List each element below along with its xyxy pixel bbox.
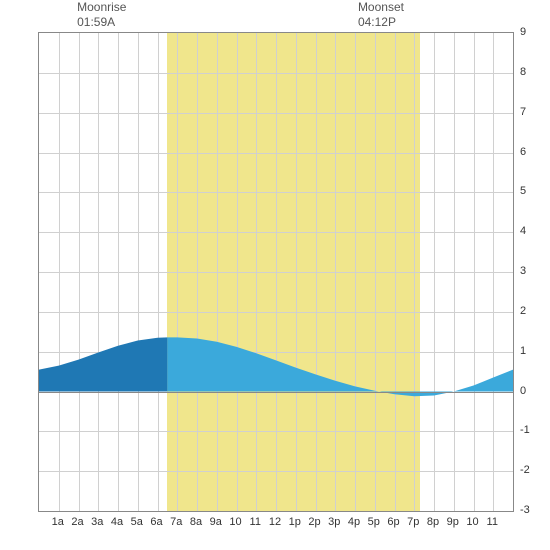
x-tick-label: 12	[269, 516, 281, 528]
x-tick-label: 6p	[387, 516, 399, 528]
grid-v	[217, 33, 218, 511]
y-tick-label: -2	[520, 464, 530, 476]
grid-v	[256, 33, 257, 511]
grid-v	[197, 33, 198, 511]
moonset-time: 04:12P	[358, 15, 396, 29]
x-tick-label: 1a	[52, 516, 64, 528]
y-tick-label: 7	[520, 106, 526, 118]
moonrise-time: 01:59A	[77, 15, 115, 29]
y-tick-label: -3	[520, 504, 530, 516]
moonrise-title: Moonrise	[77, 0, 126, 14]
grid-v	[98, 33, 99, 511]
x-tick-label: 9a	[210, 516, 222, 528]
x-tick-label: 10	[466, 516, 478, 528]
grid-v	[474, 33, 475, 511]
grid-v	[276, 33, 277, 511]
y-tick-label: 8	[520, 66, 526, 78]
grid-v	[316, 33, 317, 511]
grid-v	[59, 33, 60, 511]
y-tick-label: 1	[520, 345, 526, 357]
x-tick-label: 7a	[170, 516, 182, 528]
grid-v	[375, 33, 376, 511]
grid-v	[158, 33, 159, 511]
grid-v	[355, 33, 356, 511]
x-tick-label: 2a	[71, 516, 83, 528]
x-tick-label: 5a	[131, 516, 143, 528]
x-tick-label: 2p	[308, 516, 320, 528]
y-tick-label: 5	[520, 185, 526, 197]
y-tick-label: 4	[520, 225, 526, 237]
y-tick-label: -1	[520, 424, 530, 436]
x-tick-label: 11	[250, 516, 261, 528]
grid-v	[296, 33, 297, 511]
x-tick-label: 6a	[150, 516, 162, 528]
grid-v	[335, 33, 336, 511]
grid-v	[118, 33, 119, 511]
tide-moon-chart: Moonrise 01:59A Moonset 04:12P 1a 2a 3a 4a 5…	[0, 0, 550, 550]
grid-v	[434, 33, 435, 511]
x-tick-label: 4a	[111, 516, 123, 528]
y-tick-label: 6	[520, 146, 526, 158]
x-tick-label: 11	[487, 516, 498, 528]
grid-v	[493, 33, 494, 511]
grid-v	[177, 33, 178, 511]
x-tick-label: 8a	[190, 516, 202, 528]
moonset-title: Moonset	[358, 0, 404, 14]
grid-v	[237, 33, 238, 511]
x-tick-label: 8p	[427, 516, 439, 528]
x-tick-label: 1p	[289, 516, 301, 528]
grid-v	[138, 33, 139, 511]
grid-v	[414, 33, 415, 511]
plot-area	[38, 32, 514, 512]
moonset-label: Moonset 04:12P	[358, 0, 404, 30]
grid-v	[395, 33, 396, 511]
x-tick-label: 3a	[91, 516, 103, 528]
x-tick-label: 5p	[368, 516, 380, 528]
y-tick-label: 3	[520, 265, 526, 277]
x-tick-label: 7p	[407, 516, 419, 528]
x-tick-label: 4p	[348, 516, 360, 528]
y-tick-label: 2	[520, 305, 526, 317]
y-tick-label: 9	[520, 26, 526, 38]
x-tick-label: 10	[229, 516, 241, 528]
grid-v	[454, 33, 455, 511]
grid-v	[79, 33, 80, 511]
moonrise-label: Moonrise 01:59A	[77, 0, 126, 30]
zero-line	[39, 392, 513, 393]
y-tick-label: 0	[520, 385, 526, 397]
x-tick-label: 3p	[328, 516, 340, 528]
x-tick-label: 9p	[447, 516, 459, 528]
